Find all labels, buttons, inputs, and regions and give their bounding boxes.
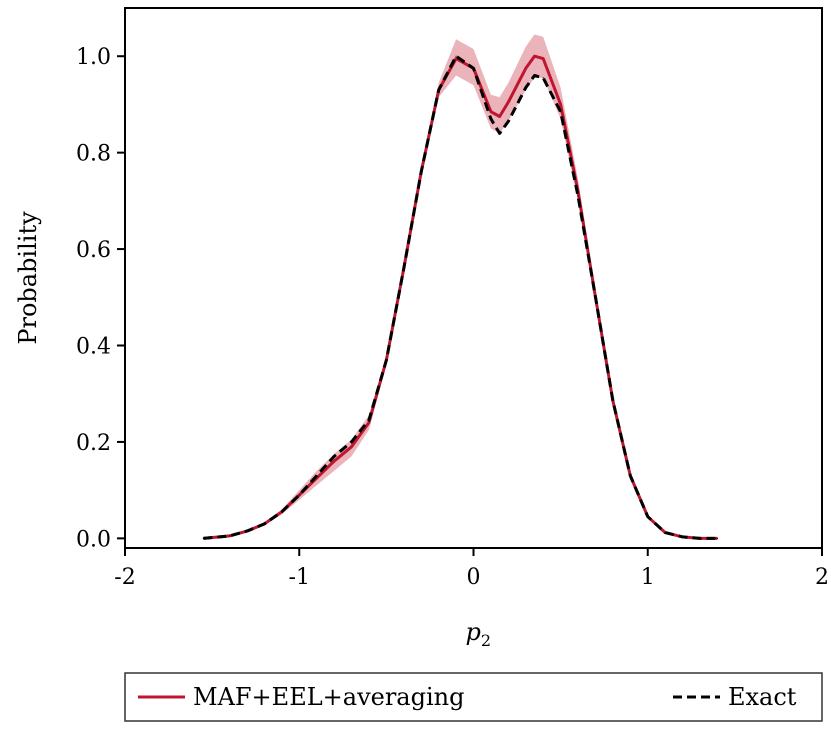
exact-point-8 (350, 441, 353, 443)
exact-point-21 (542, 77, 544, 79)
exact-point-30 (699, 537, 701, 540)
exact-point-22 (560, 111, 562, 113)
exact-point-11 (403, 267, 405, 269)
exact-point-24 (594, 296, 597, 298)
y-tick-label-4: 0.8 (76, 142, 111, 167)
exact-point-29 (682, 536, 684, 538)
y-tick-label-2: 0.4 (76, 335, 111, 360)
x-tick-label-2: 0 (467, 565, 481, 590)
exact-point-25 (612, 400, 614, 402)
maf-point-21 (542, 58, 544, 60)
exact-point-23 (577, 195, 579, 197)
y-tick-label-3: 0.6 (76, 238, 111, 263)
maf-point-14 (455, 58, 457, 60)
exact-point-18 (507, 120, 509, 122)
exact-point-7 (333, 455, 335, 457)
legend-label-maf: MAF+EEL+averaging (193, 683, 464, 711)
maf-point-7 (333, 460, 335, 462)
exact-point-5 (298, 494, 300, 496)
exact-point-12 (420, 171, 422, 173)
exact-point-9 (368, 419, 370, 421)
exact-series-line (203, 54, 718, 540)
confidence-band-layer (203, 34, 718, 539)
exact-point-26 (629, 475, 631, 477)
exact-point-13 (438, 89, 440, 91)
legend: MAF+EEL+averaging Exact (124, 672, 823, 722)
y-tick-label-5: 1.0 (76, 45, 111, 70)
exact-point-17 (499, 132, 501, 134)
axes-layer: -2 -1 0 1 2 0.0 0.2 0.4 0.6 0.8 1.0 (76, 7, 829, 590)
maf-point-20 (533, 55, 536, 57)
exact-point-4 (281, 511, 283, 513)
maf-point-8 (350, 446, 353, 448)
series-lines-layer (202, 54, 719, 540)
exact-point-3 (263, 523, 265, 525)
x-axis-label-main: p (466, 618, 481, 646)
exact-point-27 (647, 516, 649, 518)
maf-point-17 (499, 115, 501, 118)
exact-point-1 (229, 535, 231, 537)
exact-point-28 (664, 532, 666, 534)
maf-uncertainty-band (203, 34, 718, 539)
maf-point-22 (560, 103, 562, 105)
x-tick-label-3: 1 (641, 565, 655, 590)
x-axis-label: p2 (466, 618, 492, 650)
exact-point-2 (246, 530, 248, 532)
exact-point-20 (533, 74, 536, 77)
legend-label-exact: Exact (728, 683, 797, 711)
x-axis-label-subscript: 2 (481, 631, 491, 650)
exact-point-15 (472, 67, 475, 69)
x-tick-label-0: -2 (114, 565, 135, 590)
exact-point-10 (385, 359, 387, 361)
exact-point-14 (455, 55, 457, 57)
maf-series-line (203, 54, 718, 540)
exact-point-0 (202, 537, 204, 540)
x-tick-label-1: -1 (289, 565, 310, 590)
maf-point-18 (507, 101, 509, 103)
y-tick-label-1: 0.2 (76, 431, 111, 456)
maf-point-9 (368, 422, 370, 424)
maf-point-19 (525, 67, 527, 69)
y-axis-label: Probability (14, 211, 42, 345)
exact-point-16 (490, 118, 492, 120)
plot-frame (124, 7, 823, 549)
y-tick-label-0: 0.0 (76, 527, 111, 552)
x-tick-label-4: 2 (815, 565, 829, 590)
exact-point-19 (525, 87, 527, 89)
maf-point-16 (490, 111, 492, 113)
exact-point-31 (716, 537, 719, 540)
exact-point-6 (316, 475, 318, 477)
